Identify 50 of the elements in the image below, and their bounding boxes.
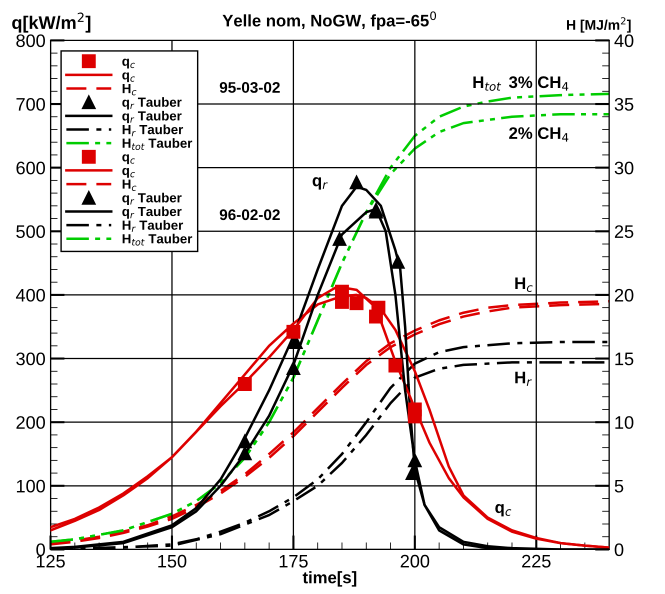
legend-label: q$_{r}$ Tauber (122, 97, 182, 110)
y2-tick-label: 5 (614, 480, 624, 493)
legend-label: q$_{r}$ Tauber (122, 192, 182, 206)
x-tick-label: 125 (36, 554, 65, 568)
y2-tick-label: 40 (614, 34, 634, 48)
y-tick-label: 0 (36, 543, 45, 556)
annotation: q$_{c}$ (495, 504, 512, 516)
legend-label: H$_{r}$ Tauber (122, 124, 184, 136)
y-tick-label: 700 (16, 98, 45, 111)
x-tick-label: 150 (158, 554, 186, 568)
annotation: 2% CH$_{4}$ (509, 127, 568, 142)
annotation: 95-03-02 (220, 82, 280, 93)
annotation: H$_{c}$ (515, 278, 533, 292)
annotation: q$_{r}$ (312, 177, 328, 190)
y-tick-label: 400 (16, 288, 45, 302)
y2-axis-title: H [MJ/m$^{2}$] (566, 17, 631, 33)
annotation: H$_{tot}$ (473, 76, 502, 91)
y2-tick-label: 15 (615, 352, 634, 366)
legend-label: H$_{c}$ (122, 180, 136, 191)
legend-label: H$_{tot}$ Tauber (122, 234, 192, 246)
y-tick-label: 100 (16, 480, 45, 493)
legend-label: q$_{c}$ (122, 58, 135, 69)
y-tick-label: 600 (16, 162, 45, 174)
y2-tick-label: 35 (614, 98, 634, 111)
legend-label: H$_{r}$ Tauber (122, 220, 184, 232)
x-axis-title: time[s] (302, 571, 356, 587)
legend-label: q$_{c}$ (122, 168, 135, 178)
legend-label: q$_{r}$ Tauber (122, 110, 182, 124)
y-tick-label: 300 (16, 352, 45, 366)
y2-tick-label: 10 (615, 416, 634, 429)
y2-tick-label: 25 (614, 225, 634, 238)
legend-label: H$_{c}$ (122, 84, 136, 96)
annotation: 96-02-02 (220, 209, 280, 220)
annotation: 3% CH$_{4}$ (508, 76, 568, 91)
legend-label: q$_{r}$ Tauber (122, 206, 182, 219)
y-tick-label: 200 (16, 416, 45, 429)
x-tick-label: 175 (280, 554, 308, 568)
y-tick-label: 800 (16, 34, 45, 48)
legend-label: H$_{tot}$ Tauber (122, 138, 192, 150)
x-tick-label: 200 (400, 554, 430, 568)
legend-label: q$_{c}$ (122, 154, 135, 164)
chart-title: Yelle nom, NoGW, fpa=-65$^{0}$ (222, 11, 436, 30)
y2-tick-label: 30 (614, 162, 634, 174)
legend-label: q$_{c}$ (122, 72, 135, 82)
y2-tick-label: 0 (614, 543, 624, 556)
y2-tick-label: 20 (614, 288, 634, 302)
x-tick-label: 225 (522, 554, 551, 568)
y-tick-label: 500 (16, 225, 45, 238)
y-axis-title: q[kW/m$^{2}$] (12, 12, 90, 33)
annotation: H$_{r}$ (515, 372, 532, 386)
